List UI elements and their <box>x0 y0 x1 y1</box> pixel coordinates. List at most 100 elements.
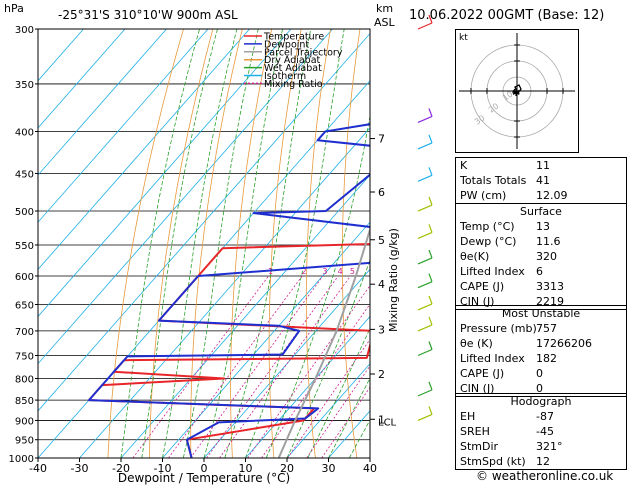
legend-label-mixing-ratio: Mixing Ratio <box>264 79 323 90</box>
mixing-ratio-label: 3 <box>322 267 327 276</box>
stmspd-value: 12 <box>536 455 550 468</box>
pressure-tick-1000: 1000 <box>9 454 34 465</box>
wet-adiabat <box>141 29 218 458</box>
isotherm-line <box>38 29 250 270</box>
hodograph-table-title: Hodograph <box>510 395 572 408</box>
wind-barb <box>417 174 433 182</box>
wind-barb-flag <box>428 167 433 176</box>
legend-label-parcel-trajectory: Parcel Trajectory <box>264 47 343 58</box>
most-unstable-table: Most Unstable Pressure (mb) 757 θe (K) 172… <box>455 305 627 397</box>
stmspd-label: StmSpd (kt) <box>460 455 526 468</box>
dry-adiabat <box>190 29 243 458</box>
isotherm-line <box>79 127 370 458</box>
wind-barb <box>417 389 433 397</box>
temperature-tick-40: 40 <box>363 462 377 475</box>
pw-label: PW (cm) <box>460 189 507 202</box>
pressure-tick-900: 900 <box>15 416 34 427</box>
plot-frame <box>37 28 371 459</box>
wet-adiabat <box>286 259 370 458</box>
wet-adiabat <box>224 29 312 458</box>
dry-adiabat <box>107 29 184 458</box>
mu-pressure-label: Pressure (mb) <box>460 322 537 335</box>
km-tick-4: 4 <box>378 278 385 291</box>
pressure-tick-500: 500 <box>15 207 34 218</box>
mu-cape-label: CAPE (J) <box>460 367 505 380</box>
most-unstable-title: Most Unstable <box>501 307 581 320</box>
parcel-trajectory-line <box>277 226 370 458</box>
pressure-tick-650: 650 <box>15 301 34 312</box>
mixing-ratio-line <box>132 275 269 458</box>
mixing-ratio-line <box>168 275 303 458</box>
wind-barb-flag <box>428 406 433 415</box>
mu-cape-value: 0 <box>536 367 543 380</box>
pressure-tick-600: 600 <box>15 272 34 283</box>
wet-adiabat <box>307 327 370 458</box>
legend-label-wet-adiabat: Wet Adiabat <box>264 63 322 74</box>
wind-barb <box>417 142 433 150</box>
km-tick-5: 5 <box>378 234 385 247</box>
hpa-unit-label: hPa <box>4 2 24 15</box>
legend-label-dewpoint: Dewpoint <box>264 39 309 50</box>
copyright-footer: © weatheronline.co.uk <box>476 469 614 483</box>
wind-barb-flag <box>428 134 433 144</box>
eh-value: -87 <box>536 410 554 423</box>
mixing-ratio-label: 8 <box>376 267 381 276</box>
surface-li-value: 6 <box>536 265 543 278</box>
indices-table: K 11 Totals Totals 41 PW (cm) 12.09 <box>455 157 627 204</box>
wind-barb-flag <box>428 14 433 24</box>
dry-adiabat <box>149 29 214 458</box>
temperature-tick--40: -40 <box>29 462 47 475</box>
mixing-ratio-axis-label: Mixing Ratio (g/kg) <box>387 228 400 332</box>
km-tick-6: 6 <box>378 186 385 199</box>
wet-adiabat <box>203 29 283 458</box>
wet-adiabat <box>182 29 259 458</box>
hodograph: kt 10 20 30 ✱ <box>455 29 579 153</box>
mixing-ratio-label: 25 <box>444 267 454 276</box>
wind-barb-flag <box>428 273 433 282</box>
surface-temp-value: 13 <box>536 220 550 233</box>
isotherm-line <box>245 315 370 458</box>
hodograph-trace <box>511 84 522 94</box>
totals-totals-value: 41 <box>536 174 550 187</box>
wind-barb-flag <box>428 224 433 233</box>
wind-barb <box>417 303 433 311</box>
surface-cape-value: 3313 <box>536 280 564 293</box>
surface-thetae-value: 320 <box>536 250 557 263</box>
temperature-tick-20: 20 <box>280 462 294 475</box>
pressure-tick-750: 750 <box>15 351 34 362</box>
wind-barb <box>417 22 433 30</box>
temperature-tick--30: -30 <box>71 462 89 475</box>
mu-cin-value: 0 <box>536 382 543 395</box>
mixing-ratio-label: 5 <box>350 267 355 276</box>
km-tick-7: 7 <box>378 133 385 146</box>
dry-adiabat <box>268 29 302 458</box>
mu-li-value: 182 <box>536 352 557 365</box>
eh-label: EH <box>460 410 476 423</box>
isotherm-line <box>38 29 84 82</box>
isotherm-line <box>38 29 333 365</box>
totals-totals-label: Totals Totals <box>460 174 527 187</box>
temperature-tick-0: 0 <box>201 462 208 475</box>
sreh-value: -45 <box>536 425 554 438</box>
mixing-ratio-line <box>261 303 370 458</box>
mixing-ratio-line <box>306 365 370 458</box>
stmdir-value: 321° <box>536 440 563 453</box>
wind-barb <box>417 204 433 212</box>
wind-barb-flag <box>428 249 433 259</box>
mu-cin-label: CIN (J) <box>460 382 495 395</box>
dry-adiabat <box>230 29 273 458</box>
isotherm-line <box>286 363 370 458</box>
storm-motion-mark: ✱ <box>512 88 520 99</box>
isotherm-line <box>38 29 292 318</box>
wind-barb <box>417 115 433 124</box>
km-tick-1: 1 <box>378 413 385 426</box>
surface-cin-label: CIN (J) <box>460 295 495 308</box>
station-location: -25°31'S 310°10'W 900m ASL <box>58 8 238 22</box>
pw-value: 12.09 <box>536 189 568 202</box>
wind-barb <box>417 257 433 265</box>
mixing-ratio-label: 20 <box>429 267 439 276</box>
mixing-ratio-label: 1 <box>268 267 273 276</box>
wind-barb-flag <box>428 108 433 117</box>
wind-barb-flag <box>428 316 433 326</box>
